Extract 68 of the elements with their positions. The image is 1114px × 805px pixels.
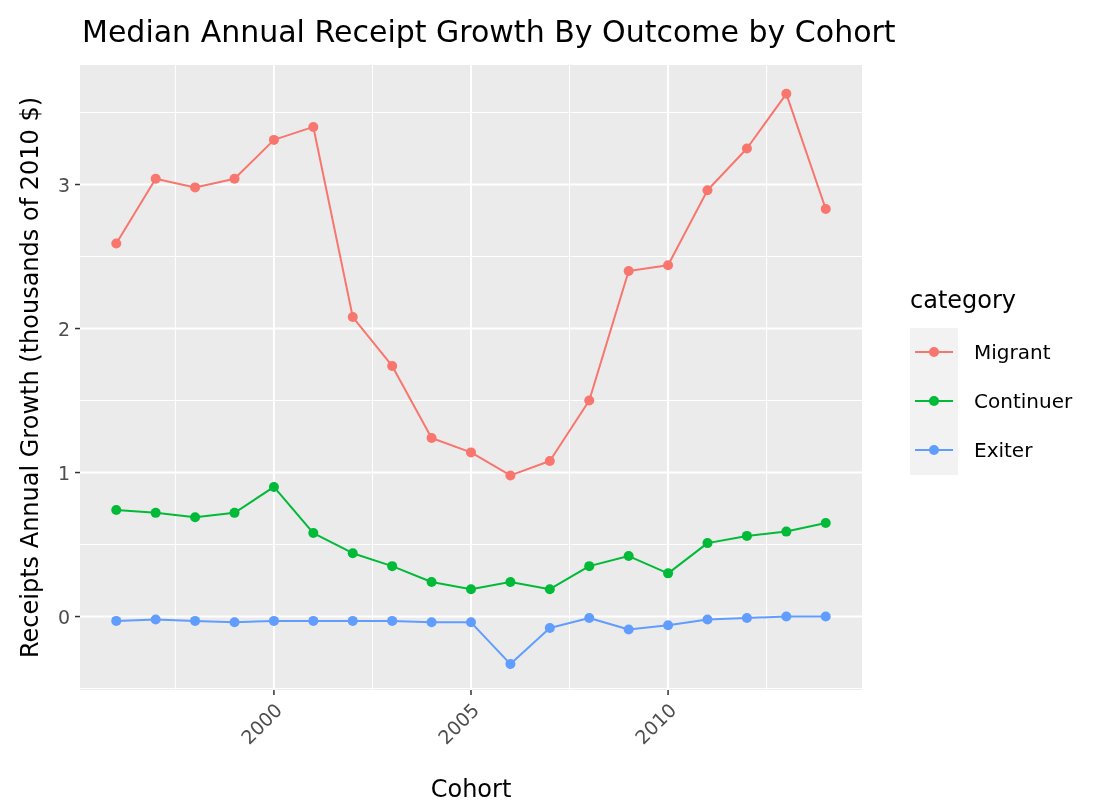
point bbox=[347, 312, 358, 323]
point bbox=[190, 182, 201, 193]
point bbox=[505, 470, 516, 481]
point bbox=[229, 507, 240, 518]
point bbox=[111, 504, 122, 515]
point bbox=[426, 576, 437, 587]
point bbox=[702, 185, 713, 196]
point bbox=[544, 584, 555, 595]
x-axis-title: Cohort bbox=[430, 775, 512, 803]
point bbox=[229, 173, 240, 184]
point bbox=[229, 617, 240, 628]
point bbox=[111, 615, 122, 626]
y-tick-label: 0 bbox=[57, 605, 70, 628]
point bbox=[702, 538, 713, 549]
point bbox=[308, 121, 319, 132]
point bbox=[387, 615, 398, 626]
point bbox=[347, 615, 358, 626]
point bbox=[466, 617, 476, 628]
point bbox=[663, 568, 674, 579]
point bbox=[584, 561, 595, 572]
point bbox=[308, 528, 319, 539]
point bbox=[820, 204, 831, 215]
point bbox=[544, 623, 555, 634]
point bbox=[111, 238, 122, 249]
point bbox=[387, 360, 398, 371]
point bbox=[347, 548, 358, 559]
point bbox=[820, 611, 831, 622]
point bbox=[741, 613, 752, 623]
point bbox=[781, 611, 792, 622]
point bbox=[584, 395, 595, 406]
legend-label: Continuer bbox=[974, 389, 1073, 413]
point bbox=[190, 512, 201, 523]
point bbox=[663, 260, 674, 271]
point bbox=[781, 526, 792, 537]
point bbox=[781, 88, 792, 99]
point bbox=[426, 432, 437, 443]
point bbox=[308, 615, 319, 626]
point bbox=[426, 617, 437, 628]
legend-title: category bbox=[910, 286, 1017, 314]
point bbox=[505, 576, 516, 587]
legend-label: Migrant bbox=[974, 340, 1051, 364]
legend-label: Exiter bbox=[974, 438, 1034, 462]
point bbox=[466, 584, 476, 595]
point bbox=[268, 481, 279, 492]
point bbox=[702, 614, 713, 625]
chart-title: Median Annual Receipt Growth By Outcome by Cohort bbox=[82, 14, 896, 49]
point bbox=[623, 265, 634, 276]
y-tick-label: 1 bbox=[57, 461, 70, 484]
point bbox=[466, 447, 476, 458]
point bbox=[150, 173, 161, 184]
point bbox=[584, 613, 595, 623]
point bbox=[820, 517, 831, 528]
point bbox=[150, 614, 161, 625]
point bbox=[268, 134, 279, 145]
y-tick-label: 3 bbox=[57, 173, 70, 196]
point bbox=[663, 620, 674, 631]
point bbox=[741, 143, 752, 154]
point bbox=[190, 615, 201, 626]
point bbox=[741, 530, 752, 541]
y-axis-title: Receipts Annual Growth (thousands of 2010 $) bbox=[16, 96, 44, 659]
point bbox=[623, 551, 634, 562]
point bbox=[268, 615, 279, 626]
y-tick-label: 2 bbox=[57, 317, 70, 340]
point bbox=[623, 624, 634, 635]
point bbox=[150, 507, 161, 518]
point bbox=[387, 561, 398, 572]
point bbox=[505, 659, 516, 670]
point bbox=[544, 456, 555, 467]
